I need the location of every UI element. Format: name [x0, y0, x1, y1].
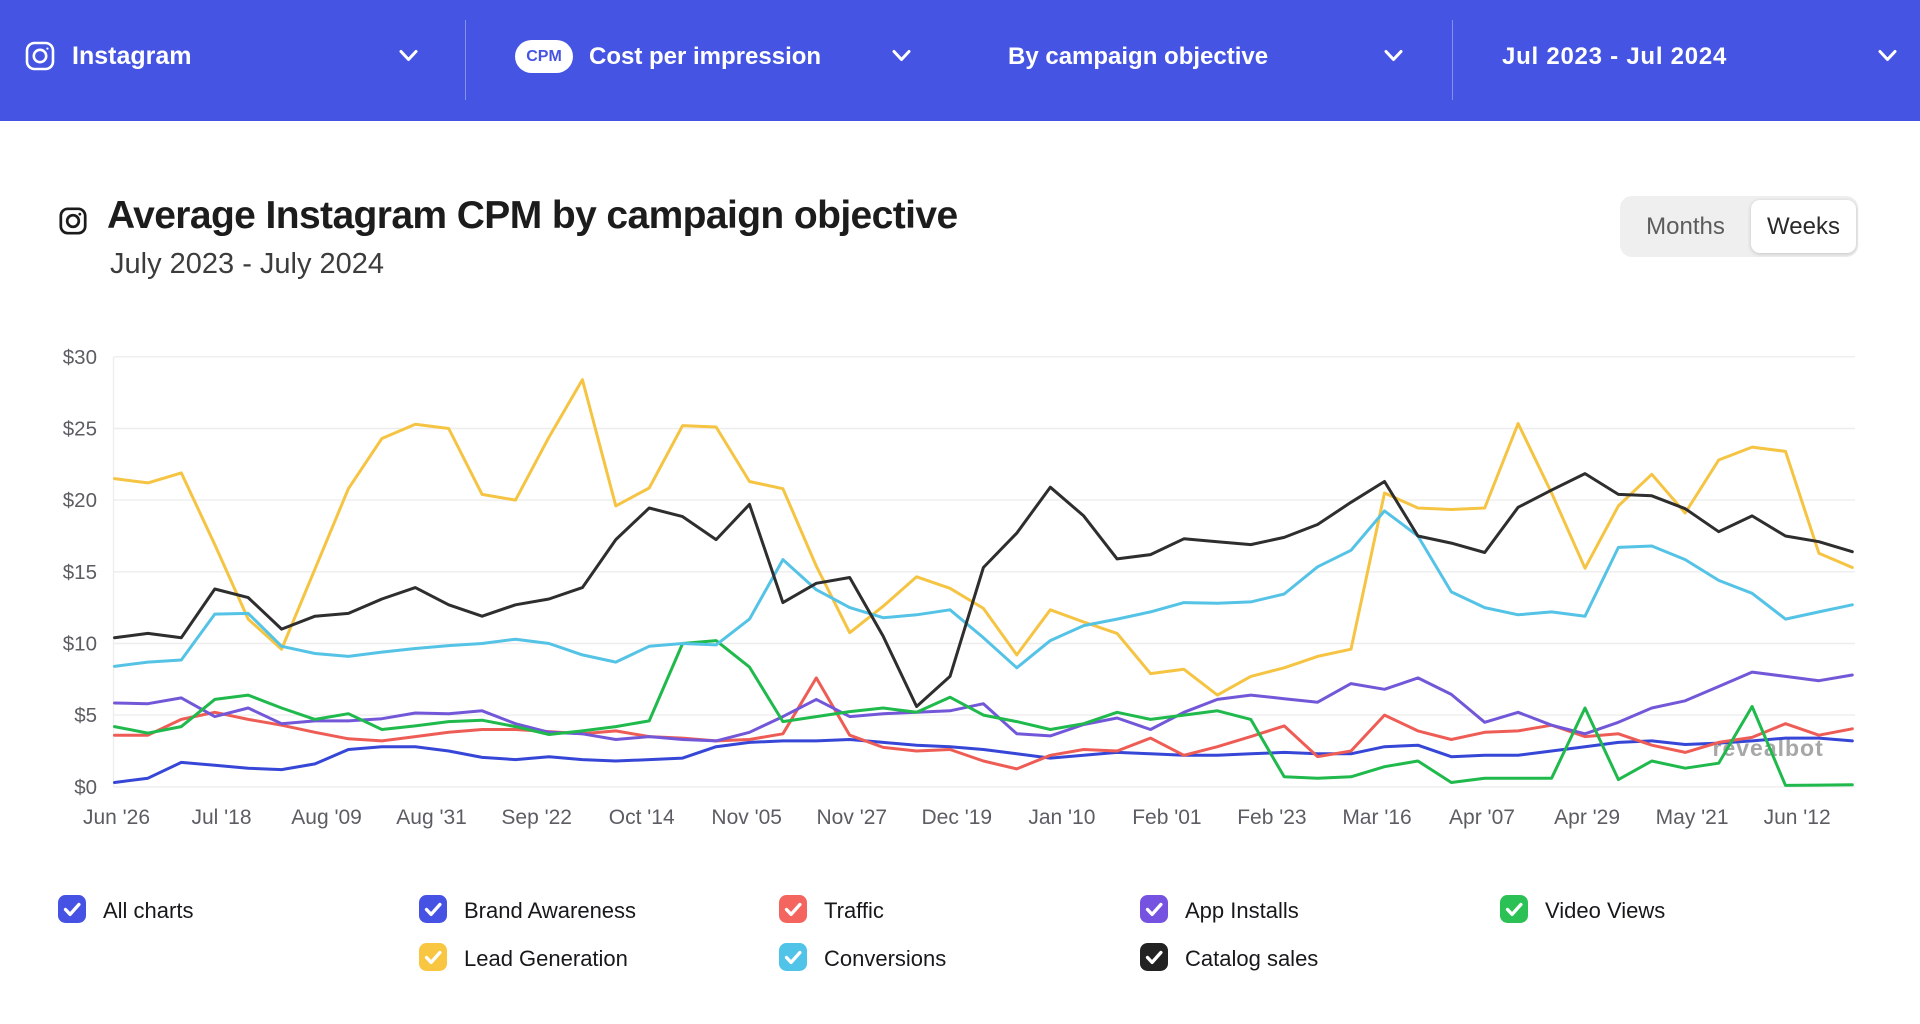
svg-text:Aug '31: Aug '31: [396, 806, 467, 829]
svg-text:Jun '12: Jun '12: [1764, 806, 1831, 829]
svg-text:$15: $15: [63, 561, 97, 584]
svg-text:Sep '22: Sep '22: [501, 806, 572, 829]
svg-text:Jun '26: Jun '26: [83, 806, 150, 829]
svg-text:$10: $10: [63, 633, 97, 656]
svg-text:$20: $20: [63, 489, 97, 512]
svg-text:Aug '09: Aug '09: [291, 806, 362, 829]
svg-text:Jul '18: Jul '18: [191, 806, 251, 829]
svg-text:Apr '29: Apr '29: [1554, 806, 1620, 829]
svg-text:Nov '27: Nov '27: [817, 806, 888, 829]
svg-text:Feb '01: Feb '01: [1132, 806, 1201, 829]
svg-text:Mar '16: Mar '16: [1342, 806, 1411, 829]
svg-text:Feb '23: Feb '23: [1237, 806, 1306, 829]
svg-text:Jan '10: Jan '10: [1028, 806, 1095, 829]
svg-text:May '21: May '21: [1656, 806, 1729, 829]
svg-text:Dec '19: Dec '19: [922, 806, 993, 829]
svg-text:$30: $30: [63, 346, 97, 369]
svg-text:$25: $25: [63, 418, 97, 441]
svg-text:Oct '14: Oct '14: [609, 806, 675, 829]
svg-text:Nov '05: Nov '05: [711, 806, 782, 829]
svg-text:Apr '07: Apr '07: [1449, 806, 1515, 829]
svg-text:$5: $5: [74, 704, 97, 727]
svg-text:$0: $0: [74, 776, 97, 799]
